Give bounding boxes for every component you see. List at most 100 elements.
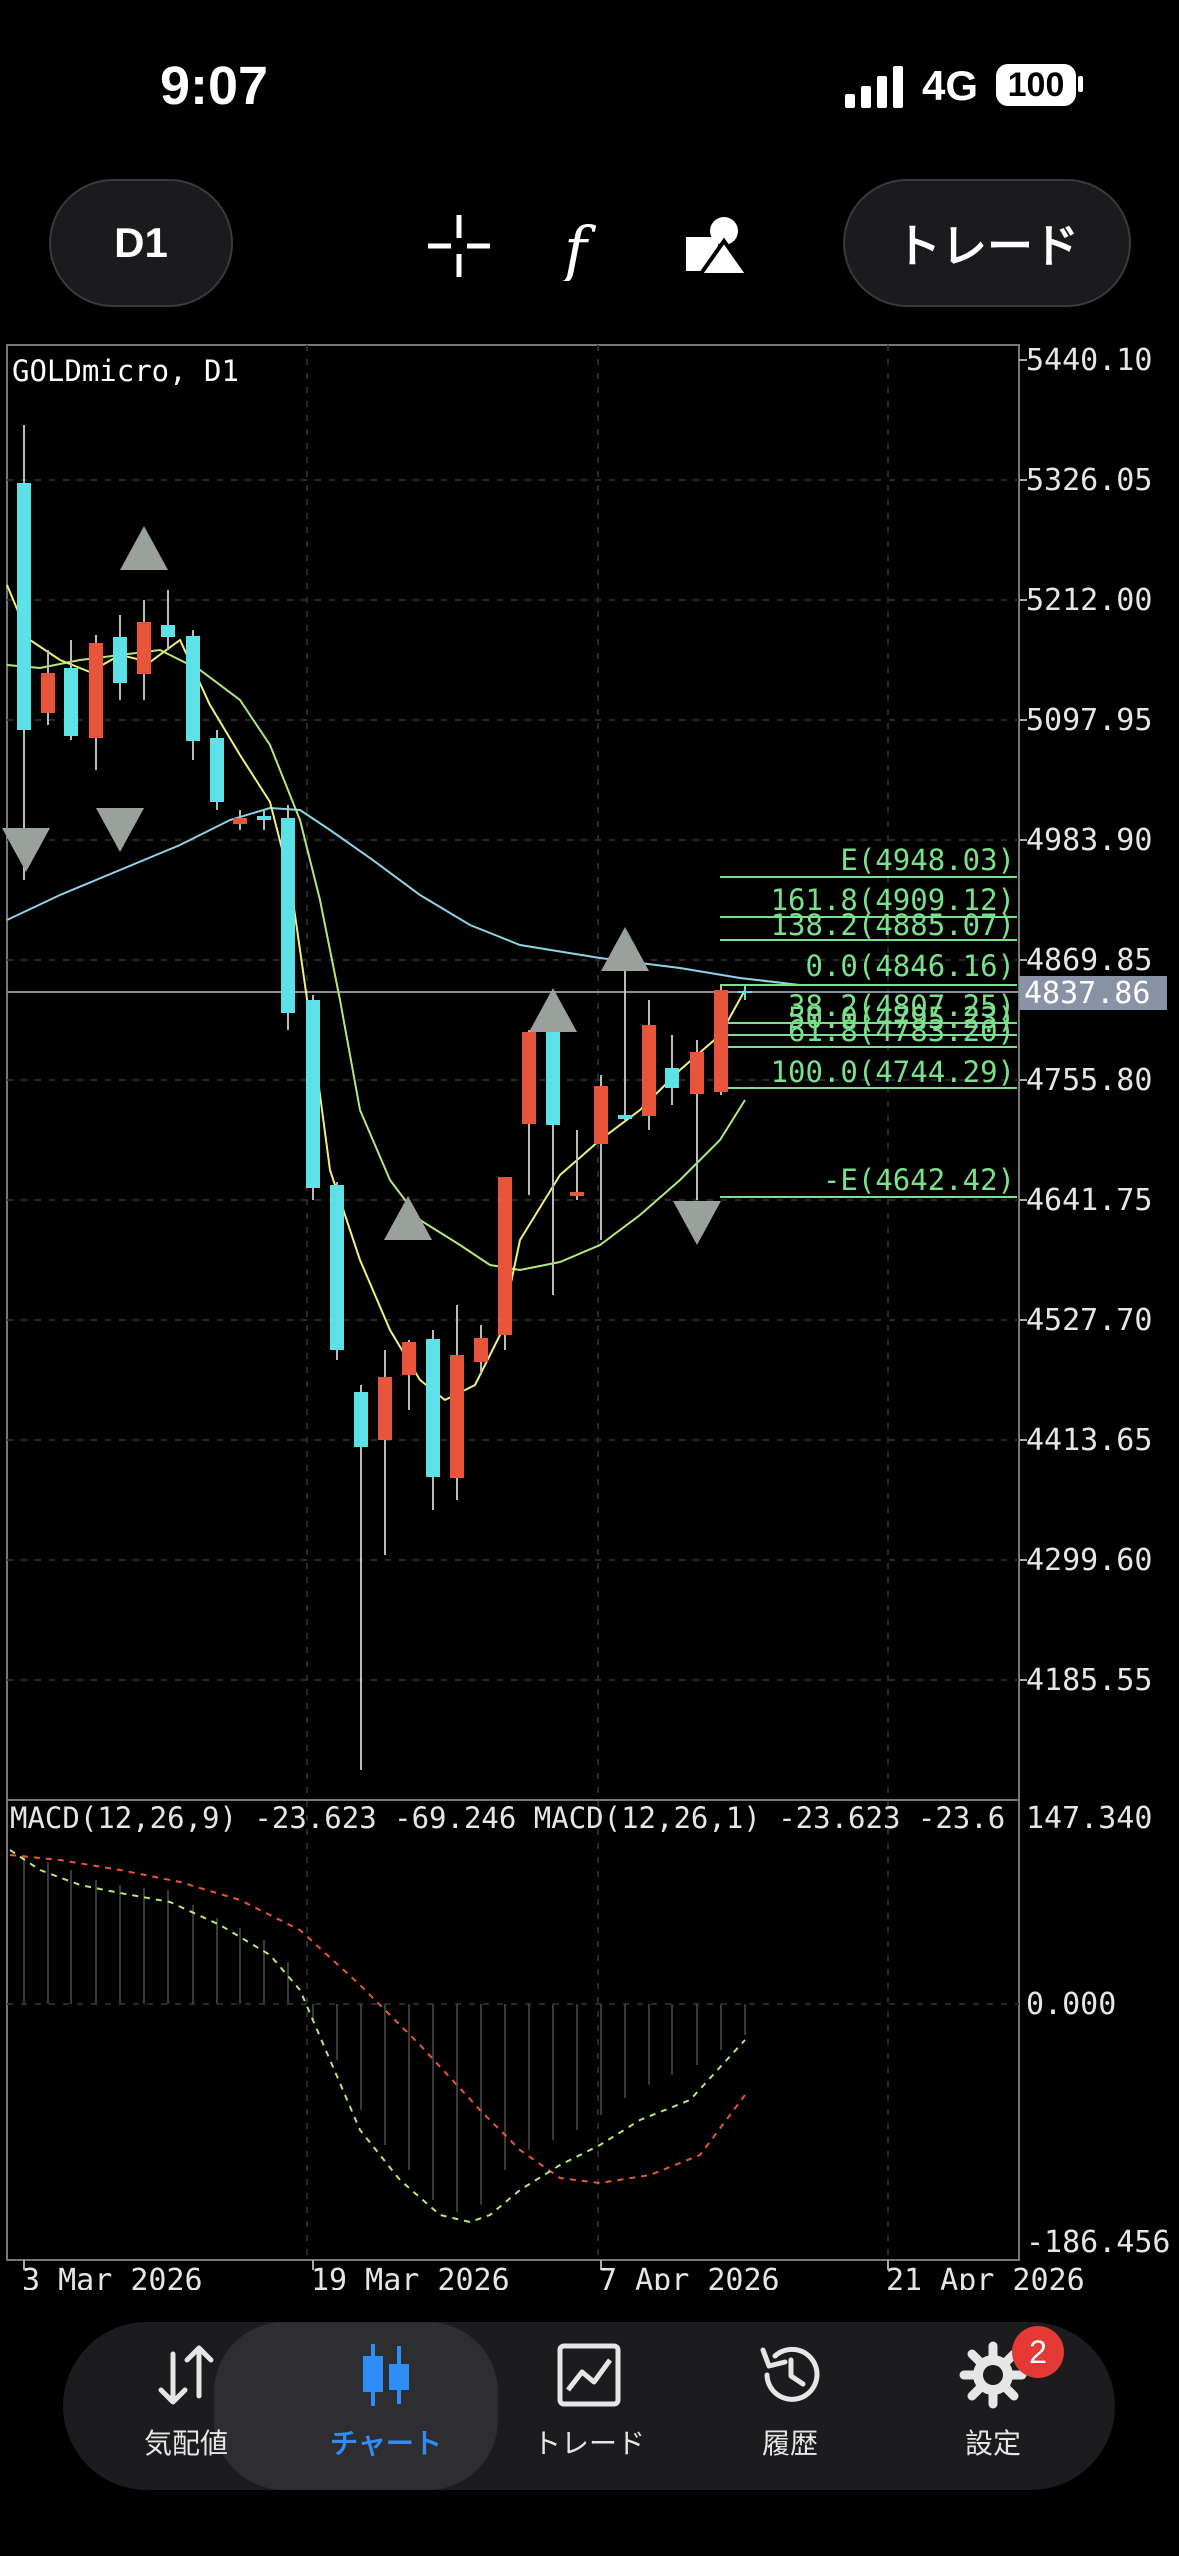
candle-bear [642, 1000, 656, 1130]
price-axis: 5440.10 5326.05 5212.00 5097.95 4983.90 … [1026, 343, 1152, 1698]
date-tick: 19 Mar 2026 [311, 2263, 510, 2290]
candle-bull [306, 995, 320, 1200]
objects-icon[interactable] [682, 211, 752, 281]
price-tick: 4185.55 [1026, 1663, 1152, 1698]
price-tick: 4869.85 [1026, 943, 1152, 978]
trade-button[interactable]: トレード [843, 179, 1131, 307]
macd-tick: 147.340 [1026, 1801, 1152, 1836]
price-chart[interactable]: 5440.10 5326.05 5212.00 5097.95 4983.90 … [0, 340, 1179, 2298]
price-tick: 4983.90 [1026, 823, 1152, 858]
candle-bear [714, 985, 728, 1095]
up-arrow-icon [529, 988, 577, 1032]
up-arrow-icon [120, 526, 168, 570]
macd-signal-line [9, 1854, 746, 2185]
chart-canvas[interactable]: 5440.10 5326.05 5212.00 5097.95 4983.90 … [0, 340, 1179, 2298]
symbol-label: GOLDmicro, D1 [12, 354, 239, 388]
price-tick: 5326.05 [1026, 463, 1152, 498]
fibonacci-lines [720, 876, 1017, 1198]
price-tick: 5097.95 [1026, 703, 1152, 738]
macd-label: MACD(12,26,9) -23.623 -69.246 MACD(12,26… [10, 1801, 1005, 1835]
current-price-label: 4837.86 [1024, 976, 1150, 1011]
down-arrow-icon [673, 1201, 721, 1245]
candle-bear [690, 1040, 704, 1200]
fib-label: 0.0(4846.16) [805, 949, 1015, 983]
candle-bear [137, 600, 151, 700]
price-tick: 4413.65 [1026, 1423, 1152, 1458]
candle-bull [665, 1035, 679, 1105]
network-type: 4G [922, 62, 979, 109]
trade-chart-icon [557, 2343, 621, 2407]
signal-icon [845, 66, 903, 108]
candle-bull [281, 805, 295, 1030]
candle-bull [17, 425, 31, 880]
fib-label: 100.0(4744.29) [771, 1055, 1015, 1089]
fractal-arrows [2, 526, 721, 1245]
candle-bear [233, 810, 247, 830]
timeframe-button[interactable]: D1 [49, 179, 233, 307]
home-indicator[interactable] [440, 2530, 740, 2540]
candle-bull [546, 1005, 560, 1295]
candle-bull [257, 810, 271, 830]
indicators-icon[interactable]: f [550, 211, 620, 281]
date-tick: 3 Mar 2026 [22, 2263, 203, 2290]
price-tick: 4299.60 [1026, 1543, 1152, 1578]
nav-label: 気配値 [143, 2428, 228, 2459]
fib-label: -E(4642.42) [823, 1163, 1015, 1197]
fib-label: 138.2(4885.07) [771, 908, 1015, 942]
candle-bear [41, 650, 55, 725]
candle-bear [402, 1340, 416, 1410]
price-tick: 5440.10 [1026, 343, 1152, 378]
current-price-tag [1019, 976, 1167, 1010]
price-tick: 5212.00 [1026, 583, 1152, 618]
crosshair-icon[interactable] [424, 211, 494, 281]
nav-label: 設定 [964, 2428, 1021, 2459]
candlesticks [17, 425, 752, 1770]
candle-bear [89, 635, 103, 770]
fibonacci-labels: E(4948.03) 161.8(4909.12) 138.2(4885.07)… [771, 843, 1015, 1197]
nav-item-quotes[interactable]: 気配値 [86, 2340, 286, 2480]
candle-bull [210, 730, 224, 810]
candle-bear [474, 1325, 488, 1375]
fib-label: 50.0(4795.23) [788, 1001, 1015, 1035]
nav-item-trade[interactable]: トレード [489, 2340, 689, 2480]
candle-bull [186, 630, 200, 760]
up-arrow-icon [601, 927, 649, 971]
macd-axis: 147.340 0.000 -186.456 [1026, 1801, 1171, 2260]
history-icon [760, 2346, 820, 2402]
gear-icon [959, 2341, 1027, 2409]
nav-label: チャート [330, 2428, 442, 2459]
fib-label: 161.8(4909.12) [771, 883, 1015, 917]
nav-item-history[interactable]: 履歴 [690, 2340, 890, 2480]
nav-label: 履歴 [761, 2428, 818, 2459]
candle-bull [161, 590, 175, 650]
candle-bull [113, 615, 127, 700]
candlestick-icon [363, 2344, 409, 2406]
status-bar: 9:07 4G 100 [0, 0, 1179, 170]
down-arrow-icon [96, 808, 144, 852]
settings-badge: 2 [1012, 2326, 1064, 2378]
battery-nub [1078, 76, 1083, 92]
nav-item-chart[interactable]: チャート [286, 2340, 486, 2480]
macd-histogram [23, 1855, 746, 2212]
candle-bull [426, 1330, 440, 1510]
candle-bear [378, 1350, 392, 1555]
nav-item-settings[interactable]: 設定 [893, 2340, 1093, 2480]
macd-tick: -186.456 [1026, 2225, 1171, 2260]
clock: 9:07 [160, 56, 269, 116]
candle-bear [594, 1075, 608, 1240]
down-arrow-icon [2, 828, 50, 872]
fib-label: E(4948.03) [840, 843, 1015, 877]
battery-level: 100 [1007, 65, 1065, 104]
candle-bull [330, 1182, 344, 1360]
candle-bear [498, 1177, 512, 1350]
fib-label: 38.2(4807.25) [788, 989, 1015, 1023]
arrows-updown-icon [158, 2345, 214, 2405]
up-arrow-icon [384, 1196, 432, 1240]
macd-tick: 0.000 [1026, 1987, 1116, 2022]
candle-bear [522, 1030, 536, 1195]
price-tick: 4527.70 [1026, 1303, 1152, 1338]
candle-bull [64, 640, 78, 740]
price-tick: 4641.75 [1026, 1183, 1152, 1218]
chart-toolbar: D1 f トレード [0, 175, 1179, 315]
battery-icon: 100 [996, 64, 1076, 106]
